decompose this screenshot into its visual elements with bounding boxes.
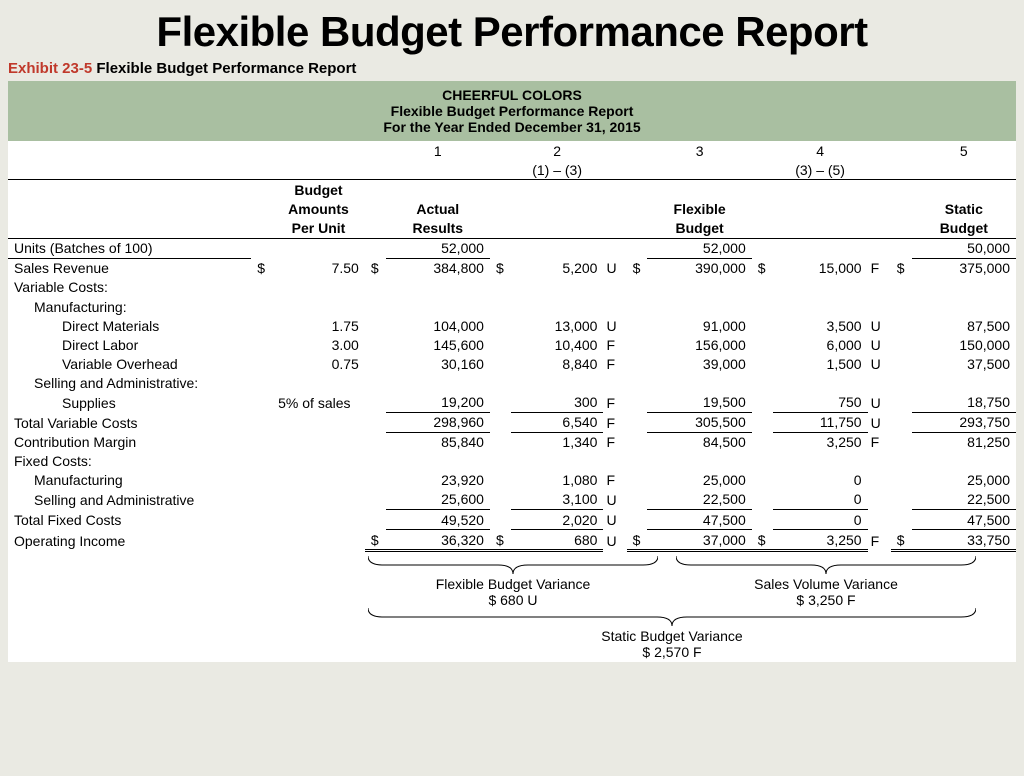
row-direct-materials: Direct Materials 1.75 104,000 13,000U 91… <box>8 316 1016 335</box>
row-fixed-costs: Fixed Costs: <box>8 452 1016 471</box>
exhibit-name: Flexible Budget Performance Report <box>96 60 356 77</box>
row-units: Units (Batches of 100) 52,000 52,000 50,… <box>8 238 1016 258</box>
brace-fbv <box>368 556 658 576</box>
row-total-variable-costs: Total Variable Costs 298,960 6,540F 305,… <box>8 412 1016 432</box>
report-sheet: CHEERFUL COLORS Flexible Budget Performa… <box>8 81 1016 662</box>
row-sa-header: Selling and Administrative: <box>8 373 1016 392</box>
row-variable-costs: Variable Costs: <box>8 278 1016 297</box>
banner-report: Flexible Budget Performance Report <box>8 103 1016 119</box>
column-formulas: (1) – (3) (3) – (5) <box>8 160 1016 180</box>
row-sales: Sales Revenue $7.50 $384,800 $5,200U $39… <box>8 258 1016 278</box>
row-direct-labor: Direct Labor 3.00 145,600 10,400F 156,00… <box>8 335 1016 354</box>
row-supplies: Supplies 5% of sales 19,200 300F 19,500 … <box>8 393 1016 413</box>
exhibit-line: Exhibit 23-5 Flexible Budget Performance… <box>8 60 1016 77</box>
banner-period: For the Year Ended December 31, 2015 <box>8 119 1016 135</box>
header-row-2: Amounts Actual Flexible Static <box>8 200 1016 219</box>
row-contribution-margin: Contribution Margin 85,840 1,340F 84,500… <box>8 432 1016 452</box>
row-operating-income: Operating Income $36,320 $680U $37,000 $… <box>8 530 1016 551</box>
row-variable-overhead: Variable Overhead 0.75 30,160 8,840F 39,… <box>8 354 1016 373</box>
exhibit-label: Exhibit 23-5 <box>8 60 92 77</box>
brace-svv <box>676 556 976 576</box>
row-fc-mfg: Manufacturing 23,920 1,080F 25,000 0 25,… <box>8 471 1016 490</box>
row-total-fixed-costs: Total Fixed Costs 49,520 2,020U 47,500 0… <box>8 510 1016 530</box>
report-table: 1 2 3 4 5 (1) – (3) (3) – (5) Budget Amo… <box>8 141 1016 552</box>
brace-fbv-label: Flexible Budget Variance $ 680 U <box>368 576 658 608</box>
row-mfg-header: Manufacturing: <box>8 297 1016 316</box>
brace-svv-label: Sales Volume Variance $ 3,250 F <box>676 576 976 608</box>
header-row-1: Budget <box>8 180 1016 200</box>
variance-braces: Flexible Budget Variance $ 680 U Sales V… <box>8 552 1016 662</box>
column-numbers: 1 2 3 4 5 <box>8 141 1016 160</box>
banner-company: CHEERFUL COLORS <box>8 87 1016 103</box>
brace-sbv <box>368 608 976 628</box>
report-banner: CHEERFUL COLORS Flexible Budget Performa… <box>8 81 1016 141</box>
header-row-3: Per Unit Results Budget Budget <box>8 219 1016 239</box>
row-fc-sa: Selling and Administrative 25,600 3,100U… <box>8 490 1016 510</box>
brace-sbv-label: Static Budget Variance $ 2,570 F <box>368 628 976 660</box>
page-title: Flexible Budget Performance Report <box>8 8 1016 56</box>
